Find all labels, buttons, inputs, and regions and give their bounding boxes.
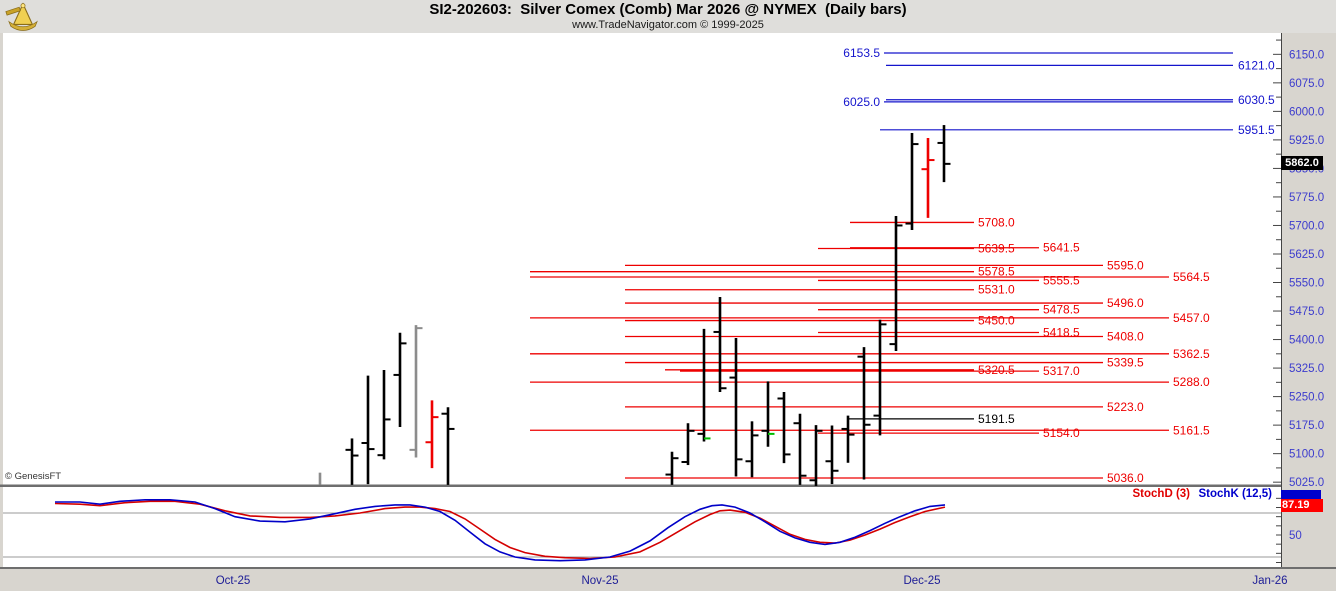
price-axis-label: 5475.0 (1289, 306, 1324, 318)
price-bar (777, 392, 791, 464)
price-axis-label: 5325.0 (1289, 363, 1324, 375)
price-bar (729, 338, 743, 477)
price-bar (889, 215, 903, 351)
time-axis-label: Jan-26 (1252, 575, 1287, 587)
price-bar (361, 375, 375, 485)
level-label: 5639.5 (978, 241, 1015, 255)
level-label: 5320.5 (978, 363, 1015, 377)
price-bar (425, 400, 439, 469)
price-bar (825, 425, 839, 485)
level-label: 5578.5 (978, 265, 1015, 279)
stochk-value-badge (1281, 490, 1321, 501)
price-axis-label: 5175.0 (1289, 420, 1324, 432)
price-axis-label: 5400.0 (1289, 335, 1324, 347)
price-axis-label: 5550.0 (1289, 278, 1324, 290)
level-label: 6030.5 (1238, 93, 1275, 107)
level-label: 5564.5 (1173, 270, 1210, 284)
price-bar (809, 425, 823, 486)
price-axis-label: 5025.0 (1289, 477, 1324, 489)
price-bar (345, 438, 359, 485)
price-bar (857, 347, 871, 480)
stochk-line (55, 498, 946, 562)
price-bar (905, 133, 919, 231)
stoch-axis-label: 50 (1289, 530, 1302, 542)
panel-separator (0, 484, 1281, 487)
level-label: 5036.0 (1107, 471, 1144, 485)
level-label: 5708.0 (978, 215, 1015, 229)
level-label: 5161.5 (1173, 423, 1210, 437)
price-bar (841, 415, 855, 463)
level-label: 5951.5 (1238, 123, 1275, 137)
time-axis-label: Nov-25 (581, 575, 618, 587)
level-label: 5362.5 (1173, 347, 1210, 361)
price-axis-label: 5100.0 (1289, 449, 1324, 461)
level-label: 5223.0 (1107, 400, 1144, 414)
level-label: 6153.5 (843, 46, 880, 60)
stochd-line (54, 500, 946, 560)
stoch-plot-area[interactable] (3, 487, 1281, 567)
level-label: 5595.0 (1107, 258, 1144, 272)
price-axis-label: 6150.0 (1289, 49, 1324, 61)
level-label: 5555.5 (1043, 273, 1080, 287)
price-bar (873, 319, 887, 436)
price-bar (921, 137, 935, 218)
price-bar (713, 296, 727, 393)
genesisft-sextant-icon (5, 2, 38, 31)
level-label: 6121.0 (1238, 58, 1275, 72)
level-label: 5478.5 (1043, 303, 1080, 317)
axis-separator (0, 567, 1336, 569)
time-axis-label: Oct-25 (216, 575, 251, 587)
level-label: 6025.0 (843, 95, 880, 109)
price-bar (681, 423, 695, 466)
stochd-value-badge: 87.19 (1281, 499, 1323, 512)
price-bar (377, 369, 391, 460)
level-label: 5154.0 (1043, 426, 1080, 440)
price-bar (793, 413, 807, 485)
price-axis-label: 5700.0 (1289, 220, 1324, 232)
main-plot-area[interactable] (3, 33, 1281, 485)
price-bar (409, 325, 423, 458)
price-bar (665, 451, 679, 485)
level-label: 5288.0 (1173, 375, 1210, 389)
level-label: 5418.5 (1043, 326, 1080, 340)
current-price-badge: 5862.0 (1281, 156, 1323, 170)
genesisft-copyright: © GenesisFT (5, 471, 62, 482)
chart-subtitle: www.TradeNavigator.com © 1999-2025 (572, 19, 764, 31)
level-label: 5457.0 (1173, 311, 1210, 325)
price-axis-label: 5925.0 (1289, 135, 1324, 147)
price-bar (697, 328, 711, 442)
stochk-legend-label: StochK (12,5) (1198, 488, 1273, 500)
price-axis-label: 5775.0 (1289, 192, 1324, 204)
price-bar (937, 125, 951, 183)
level-label: 5450.0 (978, 314, 1015, 328)
title-strip (0, 0, 1336, 33)
time-axis-label: Dec-25 (903, 575, 940, 587)
level-label: 5339.5 (1107, 356, 1144, 370)
price-axis-label: 5250.0 (1289, 392, 1324, 404)
price-axis-label: 6000.0 (1289, 106, 1324, 118)
price-axis-label: 6075.0 (1289, 78, 1324, 90)
level-label: 5191.5 (978, 412, 1015, 426)
level-label: 5317.0 (1043, 364, 1080, 378)
level-label: 5641.5 (1043, 241, 1080, 255)
level-label: 5408.0 (1107, 330, 1144, 344)
stochd-legend-label: StochD (3) (1132, 488, 1191, 500)
price-bar (761, 381, 775, 447)
level-label: 5531.0 (978, 283, 1015, 297)
level-label: 5496.0 (1107, 296, 1144, 310)
price-bar (441, 407, 455, 485)
chart-title: SI2-202603: Silver Comex (Comb) Mar 2026… (429, 1, 907, 18)
price-bar (745, 421, 759, 478)
price-bar (393, 332, 407, 428)
price-axis-label: 5625.0 (1289, 249, 1324, 261)
